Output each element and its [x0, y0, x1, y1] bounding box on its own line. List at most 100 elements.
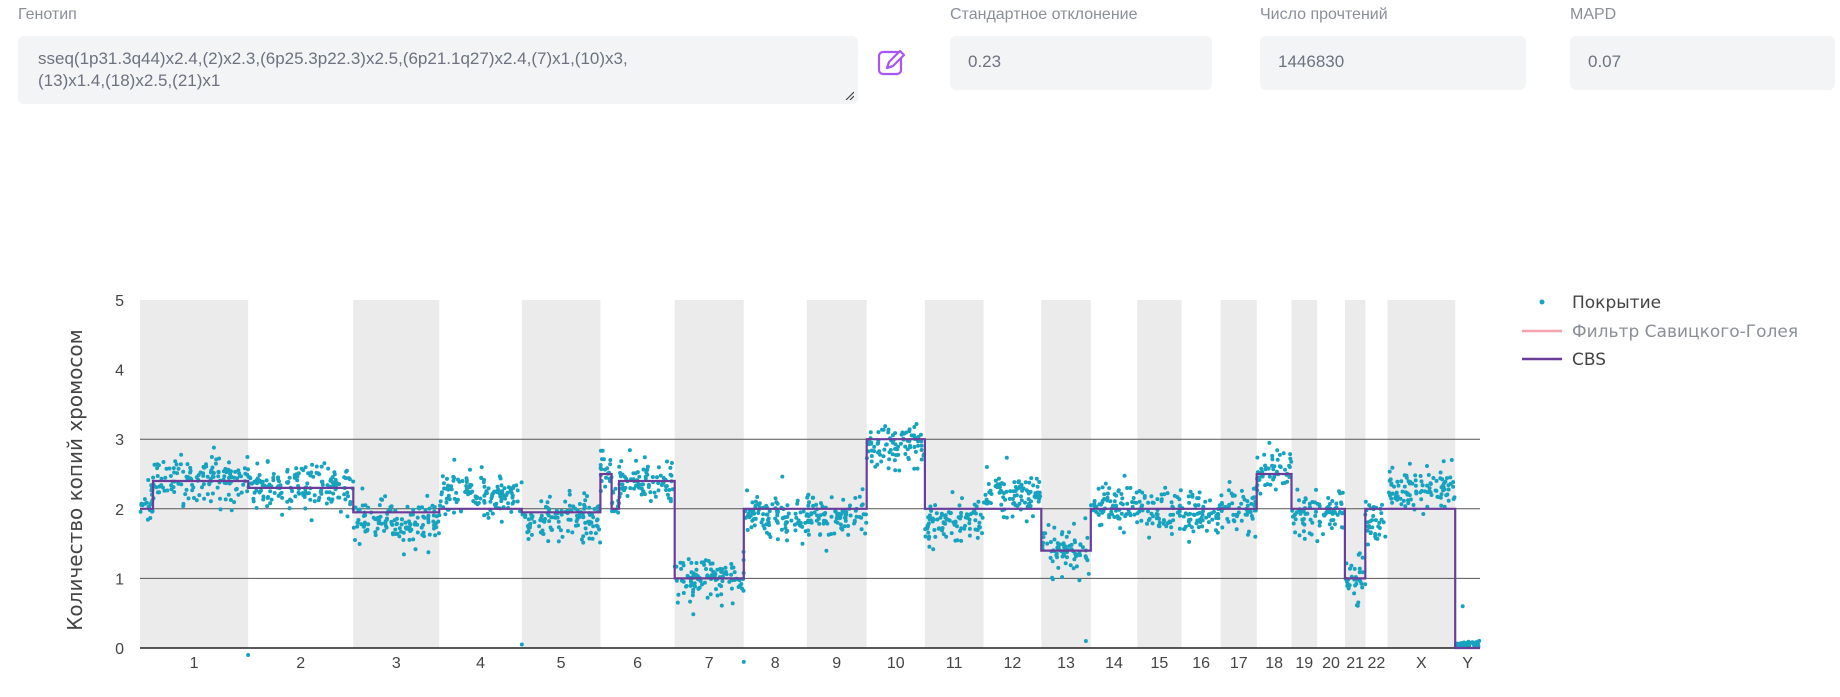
- coverage-point: [563, 499, 568, 504]
- coverage-point: [431, 513, 436, 518]
- coverage-point: [973, 518, 978, 523]
- coverage-point: [238, 474, 242, 478]
- edit-genotype-button[interactable]: [875, 46, 909, 80]
- coverage-point: [1085, 558, 1090, 563]
- coverage-point: [613, 486, 618, 491]
- coverage-point: [1052, 537, 1057, 542]
- coverage-point: [261, 494, 266, 499]
- coverage-point: [833, 519, 838, 524]
- coverage-point: [846, 524, 851, 528]
- coverage-point: [409, 527, 414, 532]
- coverage-point: [1291, 521, 1296, 526]
- coverage-point: [1186, 494, 1191, 499]
- coverage-point: [303, 465, 308, 470]
- coverage-outlier-point: [519, 642, 524, 647]
- coverage-point: [1274, 469, 1279, 474]
- coverage-point: [227, 460, 231, 465]
- coverage-point: [426, 513, 431, 518]
- mapd-field[interactable]: 0.07: [1570, 36, 1835, 90]
- coverage-point: [964, 512, 969, 517]
- coverage-point: [1142, 495, 1147, 500]
- coverage-point: [1329, 526, 1334, 531]
- coverage-point: [983, 500, 988, 505]
- coverage-point: [766, 516, 771, 521]
- coverage-point: [1056, 565, 1061, 570]
- coverage-point: [1050, 559, 1055, 564]
- legend-coverage-label[interactable]: Покрытие: [1572, 293, 1661, 313]
- coverage-point: [351, 479, 356, 484]
- coverage-point: [1348, 566, 1352, 571]
- std-dev-label: Стандартное отклонение: [950, 6, 1138, 23]
- coverage-point: [645, 472, 650, 477]
- coverage-point: [749, 525, 754, 530]
- coverage-point: [838, 522, 843, 527]
- coverage-point: [598, 466, 603, 470]
- coverage-point: [1067, 530, 1071, 535]
- coverage-point: [980, 515, 985, 520]
- coverage-point: [785, 528, 790, 533]
- coverage-point: [890, 452, 895, 457]
- coverage-point: [366, 505, 371, 510]
- coverage-point: [1000, 481, 1004, 486]
- coverage-point: [1030, 514, 1035, 519]
- coverage-point: [200, 485, 204, 490]
- coverage-point: [526, 517, 531, 522]
- coverage-point: [394, 522, 399, 527]
- coverage-point: [410, 512, 415, 517]
- coverage-point: [1215, 511, 1220, 516]
- coverage-point: [186, 496, 191, 501]
- coverage-point: [1301, 529, 1306, 534]
- coverage-point: [993, 484, 998, 489]
- x-tick-label-17: 17: [1230, 655, 1248, 672]
- cbs-line: [140, 438, 1480, 650]
- coverage-point: [903, 452, 908, 456]
- coverage-point: [529, 516, 534, 521]
- coverage-point: [445, 476, 449, 481]
- coverage-point: [1390, 500, 1395, 505]
- reads-label: Число прочтений: [1260, 6, 1388, 23]
- coverage-point: [1389, 496, 1394, 501]
- coverage-point: [1072, 521, 1076, 526]
- coverage-point: [347, 477, 352, 482]
- coverage-point: [1273, 487, 1278, 492]
- coverage-point: [331, 491, 336, 496]
- coverage-point: [172, 470, 177, 475]
- coverage-point: [1073, 551, 1078, 556]
- coverage-point: [546, 539, 551, 544]
- coverage-point: [436, 531, 441, 536]
- coverage-point: [882, 447, 887, 452]
- coverage-point: [444, 500, 449, 505]
- coverage-point: [573, 523, 578, 528]
- std-dev-field[interactable]: 0.23: [950, 36, 1212, 90]
- coverage-point: [1132, 512, 1137, 517]
- coverage-point: [399, 522, 404, 527]
- coverage-point: [343, 476, 348, 481]
- reads-field[interactable]: 1446830: [1260, 36, 1526, 90]
- coverage-point: [1413, 473, 1418, 478]
- coverage-point: [1034, 476, 1039, 481]
- coverage-point: [1251, 486, 1256, 491]
- coverage-point: [218, 507, 223, 512]
- coverage-point: [154, 485, 159, 490]
- resize-grip-icon[interactable]: [844, 90, 854, 100]
- coverage-point: [1027, 501, 1031, 506]
- coverage-point: [514, 483, 519, 488]
- coverage-point: [887, 450, 892, 455]
- coverage-point: [393, 527, 398, 532]
- coverage-point: [353, 505, 358, 510]
- legend-cbs-label[interactable]: CBS: [1572, 350, 1606, 370]
- coverage-point: [479, 465, 484, 470]
- coverage-point: [1033, 491, 1038, 496]
- legend-savgol-label[interactable]: Фильтр Савицкого-Голея: [1572, 322, 1798, 342]
- coverage-point: [590, 512, 594, 517]
- coverage-point: [1085, 535, 1090, 540]
- coverage-point: [753, 499, 758, 504]
- coverage-point: [1352, 566, 1357, 571]
- coverage-point: [211, 474, 216, 479]
- coverage-point: [907, 429, 912, 434]
- coverage-point: [912, 434, 917, 439]
- coverage-point: [795, 498, 800, 503]
- genotype-field[interactable]: sseq(1p31.3q44)x2.4,(2)x2.3,(6p25.3p22.3…: [18, 36, 858, 104]
- coverage-point: [1169, 500, 1174, 505]
- coverage-point: [361, 514, 366, 518]
